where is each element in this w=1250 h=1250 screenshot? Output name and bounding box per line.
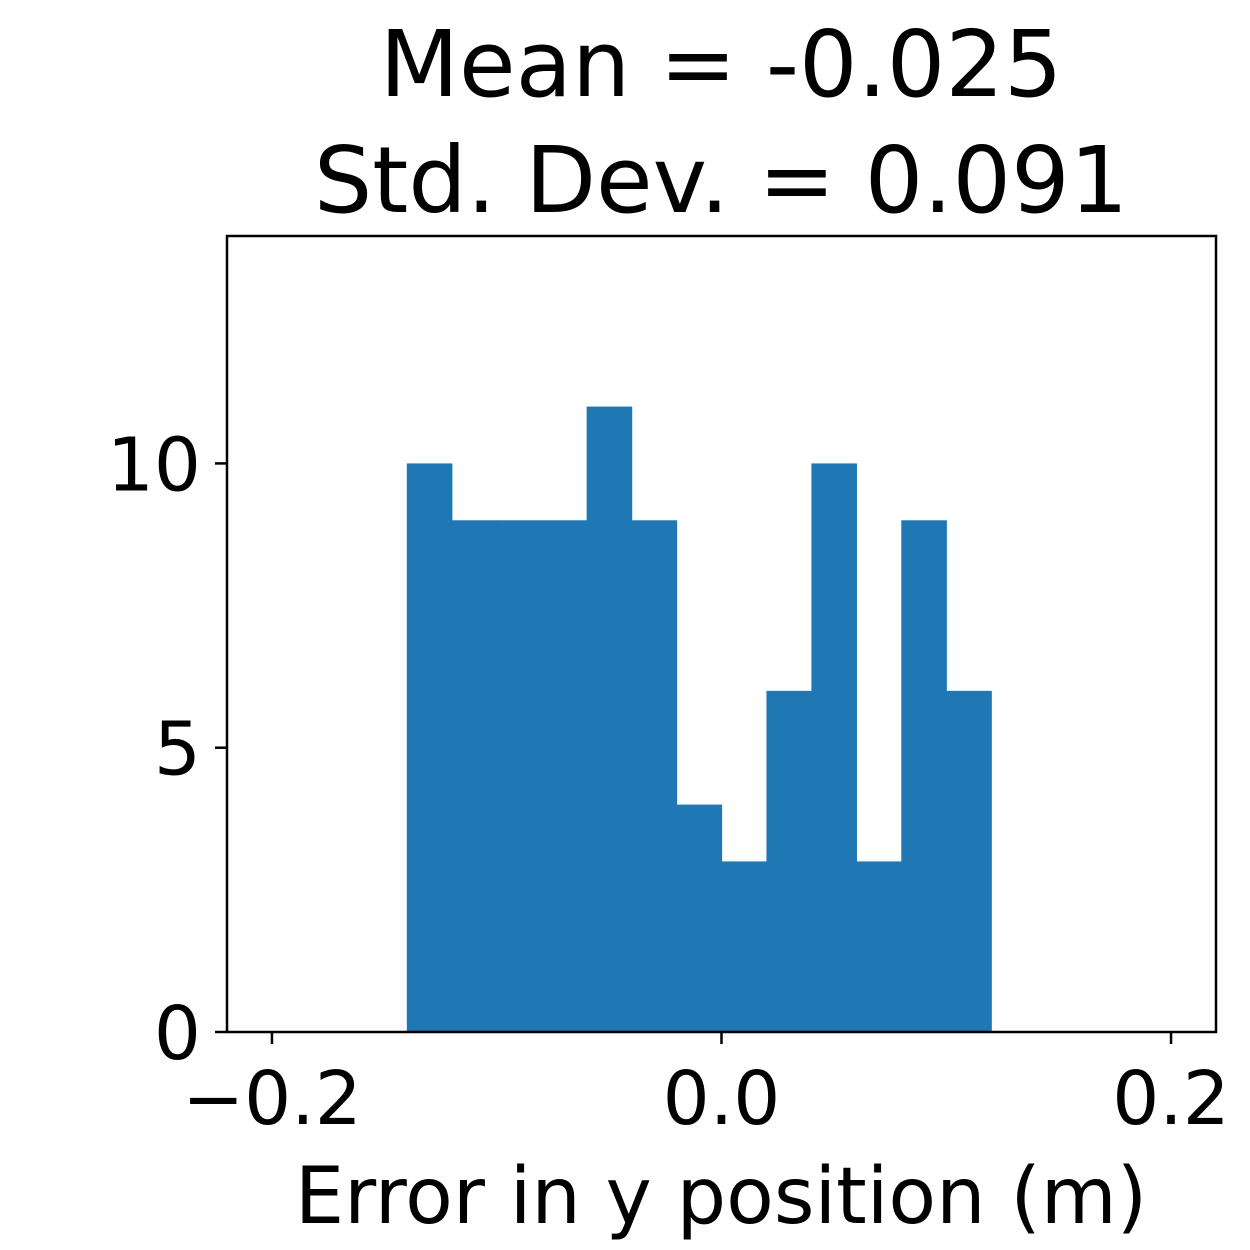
x-tick-label: −0.2 [182, 1056, 362, 1142]
histogram-bar [496, 520, 543, 1032]
chart-title: Mean = -0.025 Std. Dev. = 0.091 [314, 11, 1128, 234]
histogram-bar [901, 520, 947, 1032]
histogram-bar [676, 804, 723, 1032]
histogram-bars [406, 406, 992, 1033]
histogram-bar [856, 861, 902, 1032]
y-tick-label: 10 [107, 422, 201, 508]
histogram-bar [586, 406, 633, 1033]
histogram-bar [766, 690, 813, 1032]
y-tick-label: 0 [154, 991, 201, 1077]
x-axis-ticks: −0.2 0.0 0.2 [182, 1032, 1230, 1142]
title-line-1: Mean = -0.025 [380, 11, 1063, 118]
y-axis-ticks: 0 5 10 [107, 422, 227, 1077]
histogram-bar [946, 690, 992, 1032]
histogram-bar [811, 463, 857, 1032]
histogram-bar [541, 520, 588, 1032]
histogram-bar [631, 520, 678, 1032]
histogram-bar [721, 861, 768, 1032]
histogram-bar [406, 463, 453, 1032]
x-tick-label: 0.2 [1112, 1056, 1230, 1142]
y-tick-label: 5 [154, 707, 201, 793]
x-tick-label: 0.0 [663, 1056, 781, 1142]
title-line-2: Std. Dev. = 0.091 [314, 127, 1128, 234]
x-axis-label: Error in y position (m) [295, 1152, 1147, 1242]
histogram-bar [451, 520, 498, 1032]
